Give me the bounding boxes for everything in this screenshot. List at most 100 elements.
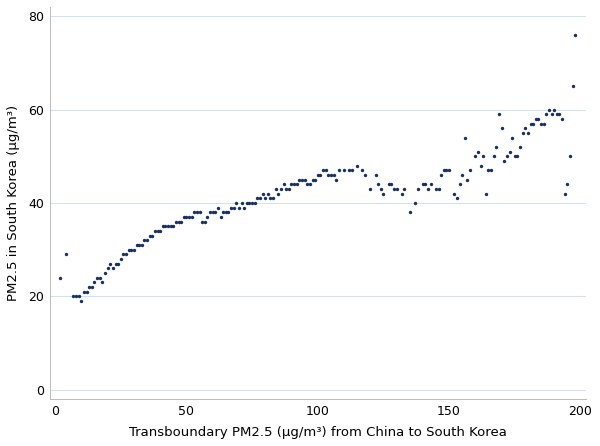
Point — [61, 251, 70, 258]
Point — [197, 218, 207, 225]
Point — [439, 167, 449, 174]
Point — [310, 176, 320, 183]
Point — [284, 186, 293, 193]
Point — [56, 274, 65, 281]
Point — [431, 186, 441, 193]
Point — [116, 256, 125, 263]
Point — [171, 218, 181, 225]
Point — [489, 153, 499, 160]
Point — [491, 144, 501, 151]
Point — [266, 195, 275, 202]
Point — [547, 111, 556, 118]
Point — [295, 176, 304, 183]
Point — [71, 293, 81, 300]
Point — [515, 144, 525, 151]
Point — [326, 171, 335, 178]
Point — [134, 242, 144, 249]
Point — [436, 171, 446, 178]
Point — [89, 279, 99, 286]
Point — [163, 223, 173, 230]
Point — [466, 167, 475, 174]
Point — [205, 209, 215, 216]
Point — [365, 186, 375, 193]
Point — [510, 153, 520, 160]
Point — [192, 209, 202, 216]
Point — [232, 199, 241, 206]
Point — [539, 120, 548, 127]
Point — [113, 260, 123, 267]
Point — [253, 195, 262, 202]
Point — [247, 199, 257, 206]
Point — [384, 181, 394, 188]
Point — [184, 214, 194, 221]
Point — [127, 246, 136, 253]
Point — [376, 186, 386, 193]
Point — [79, 288, 89, 295]
Point — [449, 190, 459, 197]
Point — [484, 167, 493, 174]
Point — [190, 209, 199, 216]
Point — [211, 209, 220, 216]
Point — [182, 214, 191, 221]
Point — [195, 209, 205, 216]
Point — [158, 223, 167, 230]
Point — [481, 190, 491, 197]
Point — [550, 106, 559, 113]
Point — [373, 181, 383, 188]
Point — [526, 120, 535, 127]
Point — [321, 167, 331, 174]
Point — [137, 242, 146, 249]
Point — [536, 120, 546, 127]
Point — [531, 116, 541, 123]
Point — [463, 176, 472, 183]
Point — [292, 181, 302, 188]
Point — [520, 125, 530, 132]
Point — [150, 227, 160, 235]
Point — [142, 237, 152, 244]
Point — [499, 157, 509, 165]
Point — [187, 214, 196, 221]
Point — [213, 204, 223, 211]
Point — [281, 186, 291, 193]
Point — [100, 269, 110, 277]
Point — [494, 111, 504, 118]
Point — [77, 297, 86, 305]
Point — [316, 171, 325, 178]
Point — [502, 153, 512, 160]
Point — [85, 284, 94, 291]
Point — [239, 204, 249, 211]
Point — [234, 204, 244, 211]
Point — [148, 232, 157, 240]
Point — [203, 214, 212, 221]
Point — [505, 148, 514, 155]
Point — [410, 199, 420, 206]
Point — [111, 260, 121, 267]
Point — [452, 195, 462, 202]
Point — [279, 181, 289, 188]
Point — [470, 153, 480, 160]
Point — [352, 162, 362, 169]
Point — [221, 209, 230, 216]
Point — [166, 223, 175, 230]
Point — [106, 260, 115, 267]
Point — [418, 181, 428, 188]
Point — [95, 274, 104, 281]
Point — [145, 232, 154, 240]
Point — [153, 227, 163, 235]
Point — [82, 288, 91, 295]
Point — [460, 134, 470, 141]
Point — [339, 167, 349, 174]
Point — [533, 116, 543, 123]
Point — [518, 129, 527, 136]
Point — [457, 171, 467, 178]
Point — [218, 209, 228, 216]
Point — [287, 181, 296, 188]
Point — [98, 279, 107, 286]
Point — [405, 209, 415, 216]
Point — [313, 171, 323, 178]
Point — [119, 251, 128, 258]
Point — [571, 31, 580, 38]
Point — [473, 148, 483, 155]
Point — [179, 214, 188, 221]
Point — [260, 195, 270, 202]
